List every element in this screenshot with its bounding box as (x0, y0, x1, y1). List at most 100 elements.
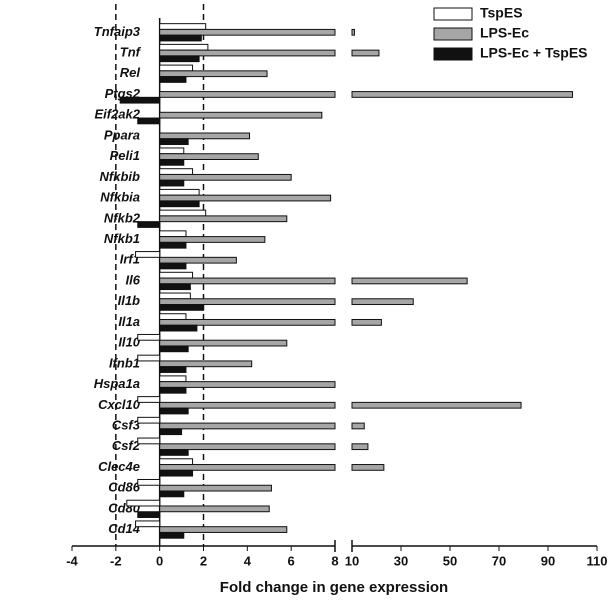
bar (159, 153, 259, 160)
category-label: Ifnb1 (109, 355, 140, 370)
bar (159, 43, 209, 51)
category-label: Ppara (104, 127, 140, 142)
bar (159, 324, 198, 332)
bar (351, 28, 355, 36)
category-label: Hspa1a (94, 376, 140, 391)
bar (159, 304, 205, 311)
x-tick-label: 110 (587, 553, 608, 568)
bar (351, 298, 414, 306)
bar (137, 416, 161, 424)
bar (351, 464, 385, 471)
bar (159, 360, 253, 368)
bar (159, 256, 237, 264)
bar (159, 313, 187, 320)
bar (159, 505, 270, 513)
bar (159, 111, 323, 119)
x-tick-label: 4 (244, 553, 252, 568)
bar (159, 200, 200, 208)
bar (159, 490, 185, 498)
bar (119, 96, 161, 104)
bar (351, 443, 369, 451)
x-tick-label: 10 (345, 553, 359, 568)
legend-swatch (433, 47, 473, 61)
legend-swatch (433, 7, 473, 21)
category-label: Csf2 (112, 438, 141, 453)
bar (159, 34, 202, 42)
bar (159, 298, 336, 306)
category-label: Irf1 (120, 252, 140, 267)
bar (159, 70, 268, 78)
bar (126, 499, 161, 507)
bar (351, 422, 365, 430)
category-label: Tnf (120, 45, 142, 60)
category-label: Il1b (118, 293, 140, 308)
bar (159, 91, 336, 98)
bar (159, 531, 185, 539)
category-label: Nfkbib (100, 169, 141, 184)
bar (159, 407, 189, 415)
bar (159, 345, 189, 353)
x-tick-label: -2 (110, 553, 122, 568)
bar (137, 354, 161, 362)
bar (159, 168, 194, 175)
bar (159, 49, 336, 57)
category-label: Il1a (118, 314, 140, 329)
bar (137, 437, 161, 445)
bar (159, 209, 207, 217)
bar (159, 526, 288, 533)
bar (159, 158, 185, 166)
bar (159, 262, 187, 270)
bar (159, 28, 336, 36)
category-label: Il6 (126, 272, 141, 287)
bar (159, 401, 336, 409)
bar (159, 366, 187, 373)
bar (135, 251, 161, 258)
category-label: Nfkb2 (104, 210, 141, 225)
bar (159, 179, 185, 187)
x-axis-title: Fold change in gene expression (220, 579, 448, 596)
bar (137, 478, 161, 486)
category-label: Nfkbia (100, 190, 140, 205)
bar (159, 55, 200, 63)
x-tick-label: 90 (541, 553, 555, 568)
bar (159, 339, 288, 347)
bar (159, 292, 191, 300)
bar (159, 443, 336, 451)
bar (159, 484, 272, 492)
bar (351, 277, 468, 285)
x-tick-label: 8 (331, 553, 338, 568)
category-label: Eif2ak2 (94, 107, 140, 122)
bar (159, 230, 187, 238)
bar (159, 173, 292, 181)
x-tick-label: 6 (288, 553, 295, 568)
category-label: Tnfaip3 (94, 24, 141, 39)
x-tick-label: 70 (492, 553, 506, 568)
bar (159, 469, 194, 477)
x-tick-label: 30 (394, 553, 408, 568)
category-label: Csf3 (112, 417, 141, 432)
bar (351, 91, 573, 98)
bar (159, 138, 189, 146)
legend-swatch (433, 27, 473, 41)
category-label: Clec4e (98, 459, 140, 474)
bar (159, 271, 194, 279)
bar (159, 132, 251, 140)
x-tick-label: 2 (200, 553, 207, 568)
legend-label: LPS-Ec (480, 25, 529, 41)
bar (159, 422, 336, 430)
bar (137, 117, 161, 125)
bar (137, 221, 161, 228)
category-label: Nfkb1 (104, 231, 140, 246)
bar (137, 511, 161, 518)
category-label: Il10 (118, 335, 140, 350)
bar (159, 464, 336, 471)
bar (351, 401, 522, 409)
bar (159, 277, 336, 285)
bar (159, 76, 187, 83)
bar (159, 283, 191, 291)
category-label: Rel (120, 65, 141, 80)
bar (159, 428, 183, 436)
category-label: Cxcl10 (98, 397, 141, 412)
bar (159, 449, 189, 456)
